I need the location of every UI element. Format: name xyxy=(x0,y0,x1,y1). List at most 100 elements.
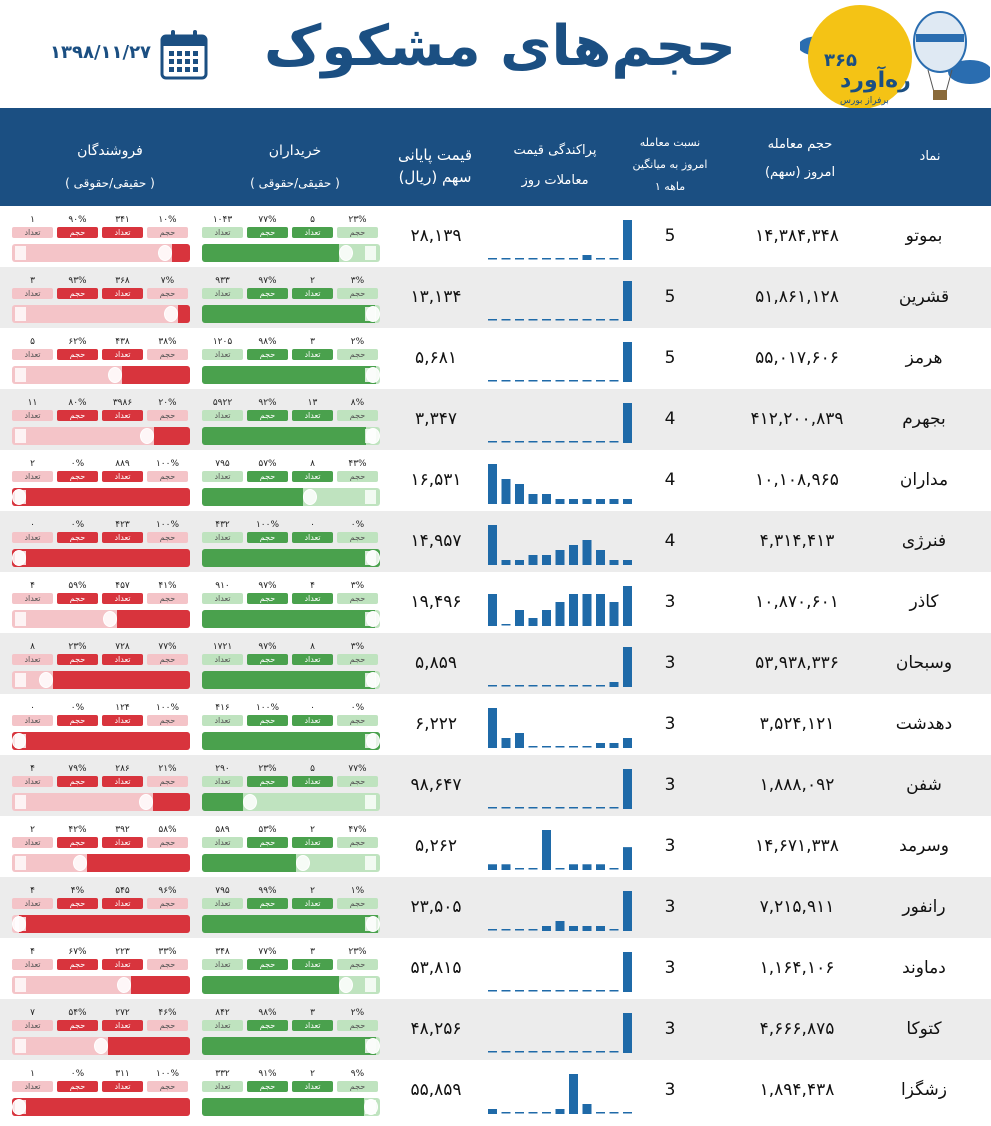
stat-value: ۹۷% xyxy=(258,642,277,652)
building-icon xyxy=(365,490,376,504)
stat-value: ۵ xyxy=(310,215,315,225)
stat-cnt: ۸۴۲ تعداد xyxy=(202,1007,243,1033)
stat-value: ۴۳۲ xyxy=(215,520,230,530)
stat-value: ۰ xyxy=(30,703,35,713)
col-spread: پراکندگی قیمت معاملات روز xyxy=(490,140,620,192)
stat-value: ۴۱۶ xyxy=(215,703,230,713)
stat-rh-cnt: ۸۸۹ تعداد xyxy=(102,458,143,484)
logo-name: ره‌آورد xyxy=(840,68,911,93)
histogram-bar xyxy=(488,464,497,504)
symbol-cell: وسبحان xyxy=(895,653,953,673)
stat-tag: حجم xyxy=(147,227,188,238)
stat-value: ۳% xyxy=(350,276,365,286)
building-icon xyxy=(15,734,26,748)
price-spread-histogram xyxy=(488,525,632,565)
person-icon xyxy=(73,855,87,871)
stat-value: ۵۴۵ xyxy=(115,886,130,896)
stat-cnt: ۲ تعداد xyxy=(12,824,53,850)
stat-tag: حجم xyxy=(147,532,188,543)
ratio-cell: 4 xyxy=(664,409,676,429)
stat-rh-cnt: ۳۹۲ تعداد xyxy=(102,824,143,850)
stat-vol-pct: ۲۳% حجم xyxy=(247,763,288,789)
histogram-bar xyxy=(528,494,538,504)
stat-tag: حجم xyxy=(247,959,288,970)
price-spread-histogram xyxy=(488,952,632,992)
stat-value: ۵ xyxy=(310,764,315,774)
histogram-bar xyxy=(515,990,524,992)
stat-rh-pct: ۴۳% حجم xyxy=(337,458,378,484)
stat-tag: حجم xyxy=(147,410,188,421)
building-icon xyxy=(365,612,376,626)
stat-value: ۲% xyxy=(350,1008,365,1018)
stat-cells: ۹۱۰ تعداد ۹۷% حجم ۴ تعداد ۳% حجم xyxy=(202,580,380,606)
sellers-cell: ۲ تعداد ۴۲% حجم ۳۹۲ تعداد ۵۸% حجم xyxy=(12,824,190,872)
building-icon xyxy=(15,1039,26,1053)
histogram-bar xyxy=(515,560,524,565)
person-icon xyxy=(243,794,257,810)
stat-value: ۷% xyxy=(160,276,175,286)
ratio-bar xyxy=(202,976,380,994)
ratio-bar-fill xyxy=(202,305,375,323)
histogram-bar xyxy=(596,499,605,504)
histogram-bar xyxy=(501,864,511,870)
stat-rh-pct: ۲۱% حجم xyxy=(147,763,188,789)
person-icon xyxy=(103,611,117,627)
histogram-bar xyxy=(609,1112,619,1114)
histogram-bar xyxy=(623,1112,632,1114)
stat-tag: تعداد xyxy=(202,471,243,482)
histogram-bar xyxy=(623,847,632,870)
col-buyers-line2: ( حقیقی/حقوقی ) xyxy=(250,176,340,190)
stat-vol-pct: ۰% حجم xyxy=(57,1068,98,1094)
stat-tag: حجم xyxy=(337,349,378,360)
stat-rh-cnt: ۵۴۵ تعداد xyxy=(102,885,143,911)
person-icon xyxy=(117,977,131,993)
person-icon xyxy=(139,794,153,810)
stat-tag: حجم xyxy=(247,349,288,360)
page-title: حجم‌های مشکوک xyxy=(264,14,736,79)
stat-tag: تعداد xyxy=(12,410,53,421)
table-row: بموتو ۱۴,۳۸۴,۳۴۸ 5 ۲۸,۱۳۹ ۱۰۴۳ تعداد ۷۷% حجم ۵ تع… xyxy=(0,206,991,267)
buyers-cell: ۹۳۳ تعداد ۹۷% حجم ۲ تعداد ۳% حجم xyxy=(202,275,380,323)
stat-cnt: ۹۱۰ تعداد xyxy=(202,580,243,606)
building-icon xyxy=(15,368,26,382)
stat-value: ۰% xyxy=(70,1069,85,1079)
stat-rh-pct: ۳۳% حجم xyxy=(147,946,188,972)
histogram-bar xyxy=(542,685,551,687)
histogram-bar xyxy=(515,685,524,687)
price-cell: ۹۸,۶۴۷ xyxy=(410,775,462,795)
stat-tag: تعداد xyxy=(102,959,143,970)
building-icon xyxy=(15,917,26,931)
histogram-bar xyxy=(542,807,551,809)
stat-vol-pct: ۵۳% حجم xyxy=(247,824,288,850)
stat-cnt: ۴ تعداد xyxy=(12,946,53,972)
price-spread-histogram xyxy=(488,891,632,931)
stat-value: ۸۴۲ xyxy=(215,1008,230,1018)
stat-tag: حجم xyxy=(247,715,288,726)
stat-rh-pct: ۱۰۰% حجم xyxy=(147,519,188,545)
ratio-bar-fill xyxy=(12,1098,190,1116)
stat-value: ۵ xyxy=(30,337,35,347)
stat-value: ۳ xyxy=(310,947,315,957)
stat-value: ۱۰۰% xyxy=(155,703,180,713)
building-icon xyxy=(365,917,376,931)
stat-value: ۵۸% xyxy=(158,825,177,835)
stat-value: ۹۱۰ xyxy=(215,581,230,591)
stat-rh-pct: ۲% حجم xyxy=(337,1007,378,1033)
stat-cells: ۴۱۶ تعداد ۱۰۰% حجم ۰ تعداد ۰% حجم xyxy=(202,702,380,728)
stat-value: ۴۵۷ xyxy=(115,581,130,591)
price-spread-histogram xyxy=(488,647,632,687)
person-icon xyxy=(108,367,122,383)
stat-value: ۷۹۵ xyxy=(215,886,230,896)
stat-value: ۴% xyxy=(70,886,85,896)
histogram-bar xyxy=(582,746,592,748)
building-icon xyxy=(15,612,26,626)
stat-value: ۵۹۲۲ xyxy=(212,398,233,408)
stat-vol-pct: ۴% حجم xyxy=(57,885,98,911)
histogram-bar xyxy=(542,555,551,565)
histogram-bar xyxy=(528,1112,538,1114)
stat-value: ۲۳% xyxy=(348,215,367,225)
stat-value: ۹% xyxy=(350,1069,365,1079)
person-icon xyxy=(140,428,154,444)
stat-tag: حجم xyxy=(57,227,98,238)
sellers-cell: ۲ تعداد ۰% حجم ۸۸۹ تعداد ۱۰۰% حجم xyxy=(12,458,190,506)
